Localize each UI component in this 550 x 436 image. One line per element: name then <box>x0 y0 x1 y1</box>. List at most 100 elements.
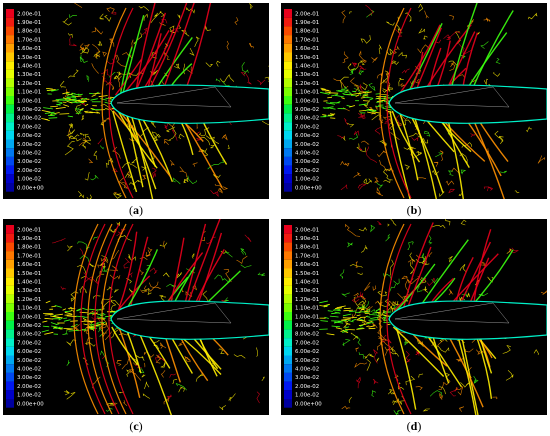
colorbar-tick-label: 1.80e-01 <box>295 29 319 35</box>
colorbar-tick-label: 1.90e-01 <box>295 20 319 26</box>
colorbar-swatch <box>284 165 292 175</box>
colorbar-swatch <box>6 399 14 408</box>
colorbar-swatch <box>284 104 292 114</box>
colorbar-tick-label: 1.20e-01 <box>295 297 319 303</box>
colorbar-tick-label: 1.60e-01 <box>295 262 319 268</box>
panel-c-caption: (c) <box>129 419 143 433</box>
colorbar-swatch <box>6 139 14 149</box>
colorbar-tick-label: 3.00e-02 <box>295 159 319 165</box>
colorbar-swatch <box>6 277 14 286</box>
colorbar-tick-label: 1.80e-01 <box>295 245 319 251</box>
colorbar-swatch <box>6 87 14 96</box>
colorbar-swatch <box>284 69 292 79</box>
colorbar-swatch <box>6 17 14 27</box>
colorbar-swatch <box>6 78 14 88</box>
colorbar-swatch <box>284 52 292 62</box>
colorbar-tick-label: 7.00e-02 <box>17 340 41 346</box>
colorbar-tick-label: 3.00e-02 <box>17 159 41 165</box>
colorbar-swatch <box>284 174 292 183</box>
colorbar-tick-label: 4.00e-02 <box>295 367 319 373</box>
colorbar-tick-label: 2.00e-02 <box>17 384 41 390</box>
colorbar-tick-label: 1.10e-01 <box>17 306 41 312</box>
colorbar-tick-label: 1.30e-01 <box>17 288 41 294</box>
panel-b-plot-svg: 2.00e-01 1.90e-01 1.80e-01 1.70e-01 1.60e-01… <box>284 3 547 199</box>
colorbar-swatch <box>6 390 14 399</box>
colorbar-tick-label: 1.50e-01 <box>17 55 41 61</box>
colorbar-swatch <box>6 285 14 295</box>
colorbar-tick-label: 2.00e-02 <box>17 168 41 174</box>
panel-b-contour-plot: 2.00e-01 1.90e-01 1.80e-01 1.70e-01 1.60e-01… <box>281 3 547 199</box>
colorbar-swatch <box>6 233 14 243</box>
colorbar-swatch <box>6 329 14 339</box>
colorbar-tick-label: 2.00e-01 <box>295 11 319 17</box>
colorbar-tick-label: 1.30e-01 <box>295 72 319 78</box>
colorbar-swatch <box>6 130 14 140</box>
colorbar-swatch <box>284 130 292 140</box>
colorbar-tick-label: 1.70e-01 <box>295 253 319 259</box>
colorbar-tick-label: 2.00e-01 <box>17 227 41 233</box>
colorbar-swatch <box>284 303 292 312</box>
colorbar-swatch <box>6 259 14 269</box>
colorbar-swatch <box>284 277 292 286</box>
panel-c-plot-svg: 2.00e-01 1.90e-01 1.80e-01 1.70e-01 1.60e-01… <box>6 219 269 415</box>
colorbar-swatch <box>284 35 292 44</box>
colorbar-tick-label: 1.00e-02 <box>295 393 319 399</box>
colorbar-tick-label: 1.40e-01 <box>17 280 41 286</box>
colorbar-swatch <box>284 148 292 157</box>
colorbar-swatch <box>284 242 292 252</box>
colorbar-swatch <box>6 320 14 330</box>
panel-a-caption: (a) <box>129 203 143 217</box>
colorbar-swatch <box>284 122 292 131</box>
colorbar-tick-label: 6.00e-02 <box>295 349 319 355</box>
colorbar-swatch <box>284 312 292 321</box>
colorbar-swatch <box>6 268 14 278</box>
colorbar-tick-label: 4.00e-02 <box>295 151 319 157</box>
colorbar-tick-label: 1.00e-01 <box>295 314 319 320</box>
colorbar-swatch <box>284 285 292 295</box>
colorbar-swatch <box>6 225 14 234</box>
colorbar-tick-label: 8.00e-02 <box>295 116 319 122</box>
colorbar-tick-label: 1.30e-01 <box>295 288 319 294</box>
colorbar-swatch <box>6 113 14 123</box>
colorbar-tick-label: 1.40e-01 <box>295 64 319 70</box>
colorbar-swatch <box>6 183 14 192</box>
colorbar-tick-label: 1.80e-01 <box>17 29 41 35</box>
panel-a-label: a <box>133 203 139 217</box>
panel-c-body-shape <box>110 300 269 340</box>
colorbar-swatch <box>6 9 14 18</box>
colorbar-tick-label: 6.00e-02 <box>17 133 41 139</box>
colorbar-swatch <box>6 303 14 312</box>
panel-b-body-shape <box>388 84 547 124</box>
colorbar-swatch <box>284 61 292 70</box>
colorbar-swatch <box>284 183 292 192</box>
panel-b-label: b <box>410 203 418 217</box>
colorbar-tick-label: 1.60e-01 <box>17 262 41 268</box>
colorbar-tick-label: 1.70e-01 <box>17 253 41 259</box>
colorbar-tick-label: 1.20e-01 <box>295 81 319 87</box>
panel-a-contour-field <box>41 3 269 199</box>
colorbar-tick-label: 5.00e-02 <box>295 358 319 364</box>
colorbar-swatch <box>6 104 14 114</box>
colorbar-tick-label: 9.00e-02 <box>295 323 319 329</box>
colorbar-tick-label: 1.50e-01 <box>17 271 41 277</box>
colorbar-swatch <box>284 233 292 243</box>
colorbar-tick-label: 1.00e-01 <box>17 98 41 104</box>
colorbar-tick-label: 1.10e-01 <box>295 306 319 312</box>
colorbar-swatch <box>284 346 292 356</box>
colorbar-tick-label: 1.10e-01 <box>17 90 41 96</box>
colorbar-tick-label: 1.20e-01 <box>17 81 41 87</box>
colorbar-swatch <box>284 390 292 399</box>
colorbar-tick-label: 6.00e-02 <box>295 133 319 139</box>
panel-d-contour-plot: 2.00e-01 1.90e-01 1.80e-01 1.70e-01 1.60e-01… <box>281 219 547 415</box>
colorbar-swatch <box>6 355 14 365</box>
colorbar-tick-label: 9.00e-02 <box>17 323 41 329</box>
colorbar-swatch <box>6 52 14 62</box>
colorbar-swatch <box>6 242 14 252</box>
colorbar-swatch <box>6 148 14 157</box>
panel-c-contour-plot: 2.00e-01 1.90e-01 1.80e-01 1.70e-01 1.60e-01… <box>3 219 269 415</box>
colorbar-swatch <box>284 329 292 339</box>
colorbar-swatch <box>6 381 14 391</box>
colorbar-swatch <box>284 259 292 269</box>
colorbar-tick-label: 8.00e-02 <box>17 332 41 338</box>
